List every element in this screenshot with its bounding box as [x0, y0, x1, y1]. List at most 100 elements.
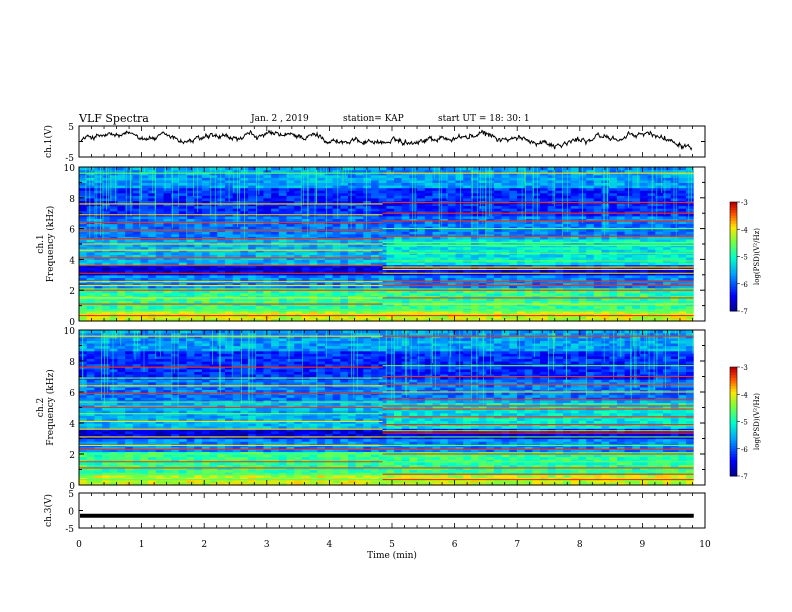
ch1-spectrogram-cell	[686, 315, 695, 320]
ch1-spectrogram-cell	[225, 226, 234, 230]
ch1-spectrogram-cell	[194, 200, 203, 204]
ch1-spectrogram-cell	[140, 187, 149, 191]
ch1-spectrogram-cell	[363, 315, 372, 320]
ch1-spectrogram-cell	[663, 182, 672, 186]
ch1-spectrogram-cell	[470, 228, 480, 232]
ch1-spectrogram-cell	[609, 179, 618, 183]
ch1-spectrogram-cell	[125, 174, 134, 178]
ch1-spectrogram-cell	[586, 213, 595, 217]
ch1-spectrogram-cell	[271, 210, 280, 214]
ch1-spectrogram-cell	[632, 205, 641, 209]
ch1-spectrogram-cell	[670, 174, 679, 178]
ch1-spectrogram-cell	[363, 231, 372, 235]
ch1-spectrogram-cell	[378, 182, 387, 186]
ch1-spectrogram-cell	[517, 282, 526, 286]
ch1-spectrogram-cell	[271, 244, 280, 248]
ch1-spectrogram-cell	[678, 264, 687, 268]
ch1-spectrogram-cell	[255, 244, 264, 248]
ch1-spectrogram-cell	[417, 285, 426, 289]
ch1-spectrogram-cell	[616, 282, 626, 286]
ch1-spectrogram-cell	[639, 287, 649, 291]
ch1-spectrogram-cell	[509, 318, 518, 322]
ch1-spectrogram-cell	[401, 213, 410, 217]
ch1-spectrogram-cell	[378, 233, 387, 237]
ch1-spectrogram-cell	[132, 215, 142, 219]
ch1-spectrogram-cell	[394, 290, 403, 294]
ch1-spectrogram-cell	[655, 318, 664, 322]
ch1-spectrogram-cell	[663, 210, 672, 214]
ch1-spectrogram-cell	[463, 313, 472, 317]
ch1-spectrogram-cell	[570, 174, 580, 178]
ch1-spectrogram-cell	[232, 231, 241, 235]
ch1-spectrogram-cell	[232, 187, 241, 191]
ch1-spectrogram-cell	[417, 313, 426, 317]
ch1-spectrogram-cell	[309, 295, 318, 299]
ch1-spectrogram-cell	[171, 300, 180, 304]
ch1-spectrogram-cell	[155, 182, 165, 186]
ch1-spectrogram-cell	[163, 310, 172, 314]
ch1-spectrogram-cell	[486, 236, 495, 240]
ch1-spectrogram-cell	[132, 274, 142, 278]
ch1-spectrogram-cell	[309, 297, 318, 302]
ch1-spectrogram-cell	[294, 282, 303, 286]
ch1-spectrogram-cell	[540, 297, 549, 302]
ch1-spectrogram-cell	[201, 205, 211, 209]
ch1-spectrogram-cell	[263, 185, 272, 189]
ch1-spectrogram-cell	[578, 231, 587, 235]
ch1-spectrogram-cell	[655, 238, 664, 243]
ch1-spectrogram-cell	[486, 210, 495, 214]
ch1-spectrogram-cell	[378, 197, 387, 201]
ch1-spectrogram-cell	[301, 195, 311, 199]
ch1-spectrogram-cell	[255, 274, 264, 278]
ch1-spectrogram-cell	[163, 185, 172, 189]
ch1-spectrogram-cell	[155, 267, 165, 271]
ch1-spectrogram-cell	[624, 305, 633, 309]
ch1-spectrogram-cell	[301, 315, 311, 320]
ch1-spectrogram-cell	[463, 228, 472, 232]
ch1-spectrogram-cell	[171, 238, 180, 243]
ch1-spectrogram-cell	[117, 292, 126, 296]
ch1-spectrogram-cell	[639, 282, 649, 286]
ch1-spectrogram-cell	[532, 205, 541, 209]
ch1-spectrogram-cell	[79, 318, 88, 322]
ch1-spectrogram-cell	[148, 169, 157, 173]
ch1-spectrogram-cell	[217, 274, 226, 278]
ch1-spectrogram-cell	[240, 241, 249, 245]
ch1-spectrogram-cell	[340, 287, 349, 291]
ch1-spectrogram-cell	[178, 318, 188, 322]
ch1-spectrogram-cell	[255, 233, 264, 237]
ch1-spectrogram-cell	[417, 192, 426, 196]
ch1-spectrogram-cell	[386, 254, 395, 258]
ch1-spectrogram-cell	[171, 182, 180, 186]
ch1-spectrogram-cell	[317, 179, 326, 183]
ch1-spectrogram-cell	[394, 236, 403, 240]
ch1-spectrogram-cell	[478, 228, 487, 232]
ch1-spectrogram-cell	[340, 241, 349, 245]
ch1-spectrogram-cell	[432, 220, 441, 225]
ch1-spectrogram-cell	[424, 318, 434, 322]
ch1-spectrogram-cell	[278, 215, 288, 219]
ch1-spectrogram-cell	[401, 300, 410, 304]
ch1-spectrogram-cell	[540, 190, 549, 194]
ch1-spectrogram-cell	[532, 287, 541, 291]
ch1-spectrogram-cell	[655, 269, 664, 273]
ch1-spectrogram-cell	[624, 292, 633, 296]
ch1-spectrogram-cell	[632, 315, 641, 320]
ch1-spectrogram-cell	[609, 187, 618, 191]
ch1-spectrogram-cell	[570, 256, 580, 260]
ch1-spectrogram-cell	[663, 315, 672, 320]
ch1-spectrogram-cell	[286, 310, 295, 314]
ch1-spectrogram-cell	[493, 174, 503, 178]
ch1-spectrogram-cell	[263, 190, 272, 194]
ch1-spectrogram-cell	[109, 169, 118, 173]
ch1-spectrogram-cell	[678, 290, 687, 294]
ch1-spectrogram-cell	[248, 297, 257, 302]
ch1-spectrogram-cell	[432, 269, 441, 273]
ch1-spectrogram-cell	[440, 182, 449, 186]
ch1-spectrogram-cell	[616, 256, 626, 260]
ch1-spectrogram-cell	[563, 256, 572, 260]
ch1-spectrogram-cell	[486, 295, 495, 299]
ch1-spectrogram-cell	[493, 223, 503, 227]
ch1-spectrogram-cell	[632, 215, 641, 219]
ch1-spectrogram-cell	[140, 200, 149, 204]
